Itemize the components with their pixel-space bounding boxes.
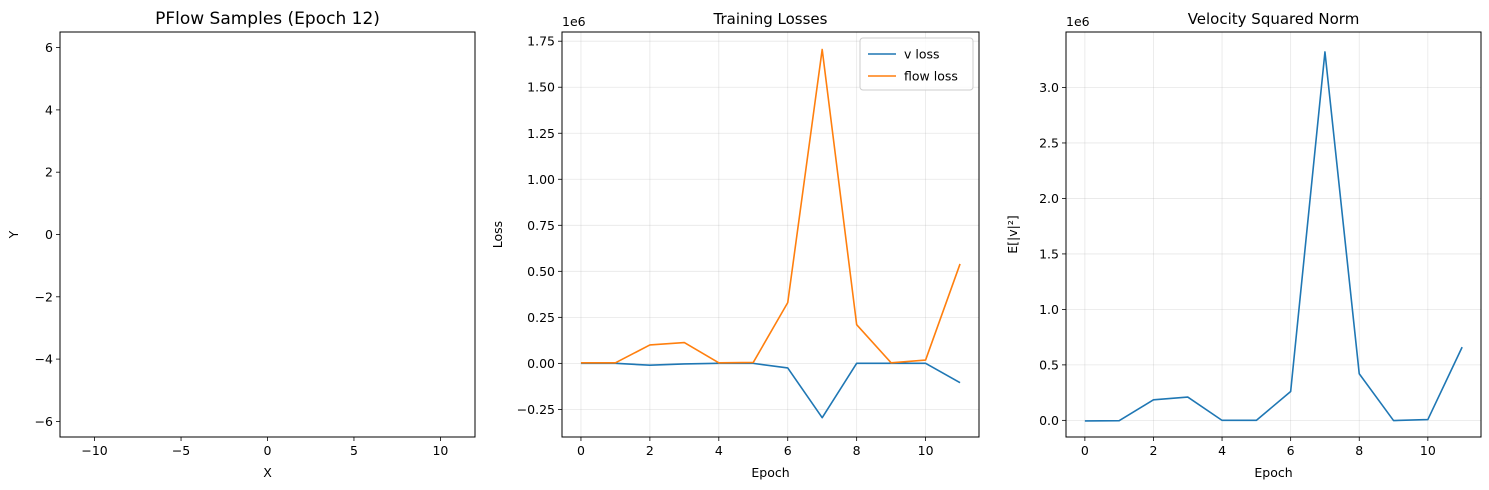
y-tick-label: 0.50 — [527, 264, 555, 279]
x-axis-label: X — [263, 465, 272, 480]
y-tick-label: −2 — [35, 289, 53, 304]
y-tick-label: 6 — [45, 40, 53, 55]
chart-3: 0 2 4 6 8 10 0.0 0.5 1.0 1.5 2.0 2.5 3.0 Velocity Squ… — [1005, 10, 1482, 480]
y-tick-label: 0.00 — [527, 356, 555, 371]
y-tick-label: 1.0 — [1039, 302, 1059, 317]
y-tick-label: 1.25 — [527, 126, 555, 141]
x-tick-label: 2 — [646, 443, 654, 458]
chart-title: Training Losses — [713, 10, 828, 28]
offset-label: 1e6 — [562, 14, 586, 29]
x-tick-label: 4 — [1218, 443, 1226, 458]
y-axis-label: Y — [6, 230, 21, 239]
legend-box — [859, 37, 974, 91]
x-tick-label: 10 — [918, 443, 934, 458]
x-tick-label: −10 — [81, 443, 107, 458]
x-tick-label: 0 — [264, 443, 272, 458]
y-tick-label: 2.5 — [1039, 135, 1059, 150]
y-tick-label: 0.0 — [1039, 413, 1059, 428]
y-tick-label: 2 — [45, 165, 53, 180]
x-tick-label: 0 — [577, 443, 585, 458]
y-tick-label: 1.5 — [1039, 246, 1059, 261]
series-line-v-loss — [580, 362, 961, 419]
axes-frame — [561, 31, 980, 438]
x-tick-label: 10 — [432, 443, 448, 458]
legend-label: flow loss — [904, 69, 958, 84]
y-tick-label: 1.00 — [527, 172, 555, 187]
y-tick-label: 1.75 — [527, 34, 555, 49]
x-tick-label: 10 — [1420, 443, 1436, 458]
y-tick-label: 3.0 — [1039, 80, 1059, 95]
y-tick-label: 0 — [45, 227, 53, 242]
chart-1: −10 −5 0 5 10 −6 −4 −2 0 2 4 6 PFlow Samples (Epoch … — [6, 9, 476, 480]
y-tick-label: −4 — [35, 352, 53, 367]
x-axis-label: Epoch — [751, 465, 789, 480]
x-tick-label: 5 — [350, 443, 358, 458]
offset-label: 1e6 — [1066, 14, 1090, 29]
y-tick-label: 0.75 — [527, 218, 555, 233]
y-tick-label: 4 — [45, 102, 53, 117]
chart-title: PFlow Samples (Epoch 12) — [155, 9, 380, 29]
y-tick-label: 0.25 — [527, 310, 555, 325]
x-axis-label: Epoch — [1254, 465, 1292, 480]
x-tick-label: 6 — [1287, 443, 1295, 458]
legend-label: v loss — [904, 47, 940, 62]
x-tick-label: 8 — [1355, 443, 1363, 458]
x-tick-label: 8 — [853, 443, 861, 458]
series-line-velocity-norm — [1084, 51, 1463, 422]
x-tick-label: 6 — [784, 443, 792, 458]
x-tick-label: 2 — [1149, 443, 1157, 458]
y-tick-label: 2.0 — [1039, 191, 1059, 206]
legend: v loss flow loss — [859, 37, 974, 91]
chart-2: 0 2 4 6 8 10 −0.25 0.00 0.25 0.50 0.75 1.00 1.25 1.50… — [490, 10, 980, 480]
series-line-flow-loss — [580, 48, 961, 364]
x-tick-label: −5 — [172, 443, 190, 458]
y-tick-label: −6 — [35, 414, 53, 429]
x-tick-label: 4 — [715, 443, 723, 458]
x-tick-label: 0 — [1081, 443, 1089, 458]
y-axis-label: Loss — [490, 221, 505, 248]
axes-frame — [1065, 31, 1482, 438]
y-axis-label: E[|v|²] — [1005, 215, 1020, 253]
axes-frame — [59, 31, 476, 438]
y-tick-label: −0.25 — [517, 402, 555, 417]
chart-title: Velocity Squared Norm — [1188, 10, 1360, 28]
y-tick-label: 1.50 — [527, 80, 555, 95]
y-tick-label: 0.5 — [1039, 357, 1059, 372]
